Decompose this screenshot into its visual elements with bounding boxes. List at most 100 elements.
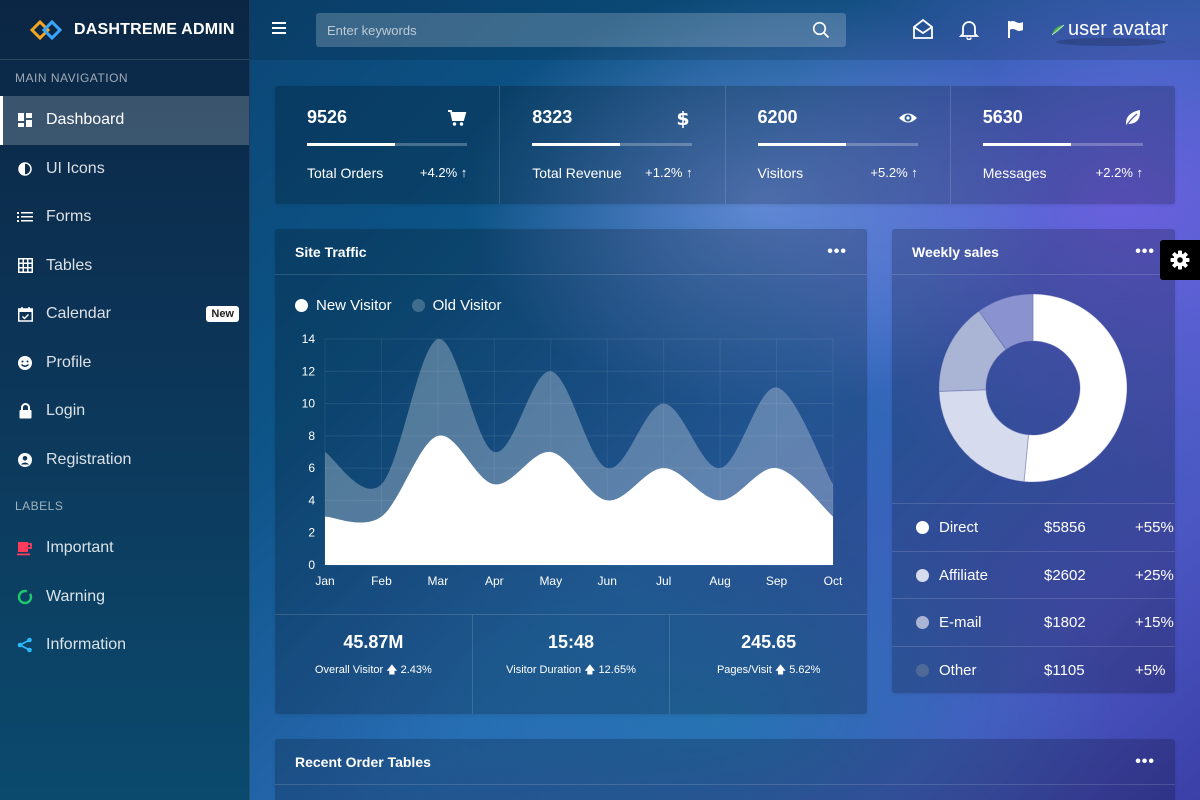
list-item[interactable]: Other $1105 +5% (892, 646, 1175, 694)
stat-value: 9526 (307, 107, 348, 127)
theme-settings-button[interactable] (1160, 240, 1200, 280)
legend-swatch (916, 664, 929, 677)
menu-toggle-icon[interactable] (270, 20, 288, 36)
new-badge: New (206, 306, 239, 322)
stat-change: +4.2% ↑ (419, 165, 468, 180)
donut-slice-direct[interactable] (1023, 293, 1128, 483)
stat-visitors: 6200 Visitors +5.2% ↑ (726, 86, 951, 204)
legend-swatch (916, 521, 929, 534)
stat-progress-fill (757, 143, 846, 146)
stat-progress-track (982, 143, 1143, 146)
site-traffic-card: Site Traffic ••• New Visitor Old Visitor… (275, 229, 867, 714)
channel-name: E-mail (939, 614, 982, 631)
sidebar: DASHTREME ADMIN MAIN NAVIGATION Dashboar… (0, 0, 250, 800)
x-tick-label: Apr (485, 574, 504, 588)
dollar-icon: $ (676, 108, 689, 128)
search-icon[interactable] (812, 21, 830, 39)
avatar[interactable]: user avatar (1050, 18, 1168, 41)
sidebar-item-ui-icons[interactable]: UI Icons (0, 145, 249, 194)
bell-icon[interactable] (958, 18, 980, 40)
sidebar-item-profile[interactable]: Profile (0, 339, 249, 388)
traffic-summary: 45.87M Overall Visitor 🡅 2.43% 15:48 Vis… (275, 614, 867, 714)
stat-messages: 5630 Messages +2.2% ↑ (951, 86, 1175, 204)
channel-name: Direct (939, 519, 979, 536)
broken-image-icon (1051, 24, 1065, 35)
sidebar-item-tables[interactable]: Tables (0, 242, 249, 291)
list-item[interactable]: Affiliate $2602 +25% (892, 551, 1175, 599)
donut-slice-email[interactable] (938, 310, 1007, 392)
sidebar-item-login[interactable]: Login (0, 387, 249, 436)
summary-visitor-duration: 15:48 Visitor Duration 🡅 12.65% (473, 615, 671, 714)
sidebar-item-label: Warning (46, 587, 105, 605)
stat-progress-fill (532, 143, 621, 146)
stat-value: 8323 (532, 107, 573, 127)
contrast-icon (17, 161, 33, 177)
legend-swatch (411, 299, 425, 312)
main-navigation-header: MAIN NAVIGATION (15, 71, 129, 85)
sidebar-item-label: Forms (46, 208, 92, 226)
legend-label: Old Visitor (432, 297, 502, 314)
x-tick-label: Jun (598, 574, 617, 588)
stats-card: 9526 Total Orders +4.2% ↑ 8323 $ Total R… (275, 86, 1175, 204)
summary-value: 45.87M (343, 632, 404, 652)
x-tick-label: Oct (824, 574, 843, 588)
x-tick-label: Jul (656, 574, 671, 588)
sidebar-item-warning[interactable]: Warning (0, 573, 249, 622)
list-item[interactable]: E-mail $1802 +15% (892, 598, 1175, 646)
card-title: Recent Order Tables (295, 753, 431, 770)
summary-caption: Visitor Duration 🡅 12.65% (506, 664, 636, 676)
more-options-button[interactable]: ••• (1135, 243, 1155, 260)
sidebar-item-label: Calendar (46, 305, 111, 323)
sidebar-item-label: Important (46, 539, 114, 557)
stat-total-orders: 9526 Total Orders +4.2% ↑ (275, 86, 501, 204)
legend-swatch (916, 569, 929, 582)
avatar-alt-text: user avatar (1068, 18, 1169, 40)
y-tick-label: 10 (302, 397, 316, 411)
list-item[interactable]: Direct $5856 +55% (892, 503, 1175, 551)
envelope-open-icon[interactable] (912, 18, 934, 40)
stat-progress-track (532, 143, 693, 146)
avatar-shadow (1056, 38, 1166, 46)
more-options-button[interactable]: ••• (827, 243, 847, 260)
labels-header: LABELS (15, 499, 64, 513)
coffee-icon (17, 540, 33, 556)
card-title: Weekly sales (912, 243, 999, 260)
lock-icon (17, 403, 33, 419)
channel-change: +15% (1135, 614, 1174, 631)
stat-progress-fill (982, 143, 1071, 146)
sidebar-item-forms[interactable]: Forms (0, 193, 249, 242)
donut-slice-other[interactable] (978, 293, 1034, 351)
x-tick-label: Aug (709, 574, 730, 588)
donut-slice-affiliate[interactable] (938, 389, 1030, 483)
y-tick-label: 0 (308, 558, 315, 572)
grid-icon (17, 258, 33, 274)
cart-icon (448, 110, 467, 126)
card-header: Weekly sales ••• (892, 229, 1175, 275)
legend-item[interactable]: New Visitor (295, 297, 392, 314)
sidebar-item-registration[interactable]: Registration (0, 436, 249, 485)
search-input[interactable] (316, 13, 846, 47)
calendar-icon (17, 306, 33, 322)
more-options-button[interactable]: ••• (1135, 753, 1155, 770)
channel-amount: $2602 (1044, 567, 1086, 584)
summary-value: 245.65 (741, 632, 797, 652)
x-tick-label: Sep (766, 574, 788, 588)
stat-change: +2.2% ↑ (1095, 165, 1143, 180)
brand[interactable]: DASHTREME ADMIN (0, 0, 249, 60)
sidebar-item-information[interactable]: Information (0, 621, 249, 670)
sidebar-item-label: Dashboard (46, 111, 125, 129)
sidebar-item-label: Profile (46, 353, 92, 371)
stat-progress-track (757, 143, 918, 146)
summary-value: 15:48 (547, 632, 595, 652)
legend-item[interactable]: Old Visitor (411, 297, 502, 314)
sidebar-item-calendar[interactable]: Calendar New (0, 290, 249, 339)
sidebar-item-important[interactable]: Important (0, 524, 249, 573)
summary-overall-visitor: 45.87M Overall Visitor 🡅 2.43% (275, 615, 473, 714)
flag-icon[interactable] (1005, 18, 1027, 40)
weekly-sales-donut-chart (938, 293, 1128, 483)
sidebar-item-dashboard[interactable]: Dashboard (0, 96, 249, 145)
card-header: Recent Order Tables ••• (275, 739, 1175, 785)
summary-pages-visit: 245.65 Pages/Visit 🡅 5.62% (670, 615, 867, 714)
ring-icon (17, 589, 33, 605)
channel-change: +55% (1135, 519, 1174, 536)
